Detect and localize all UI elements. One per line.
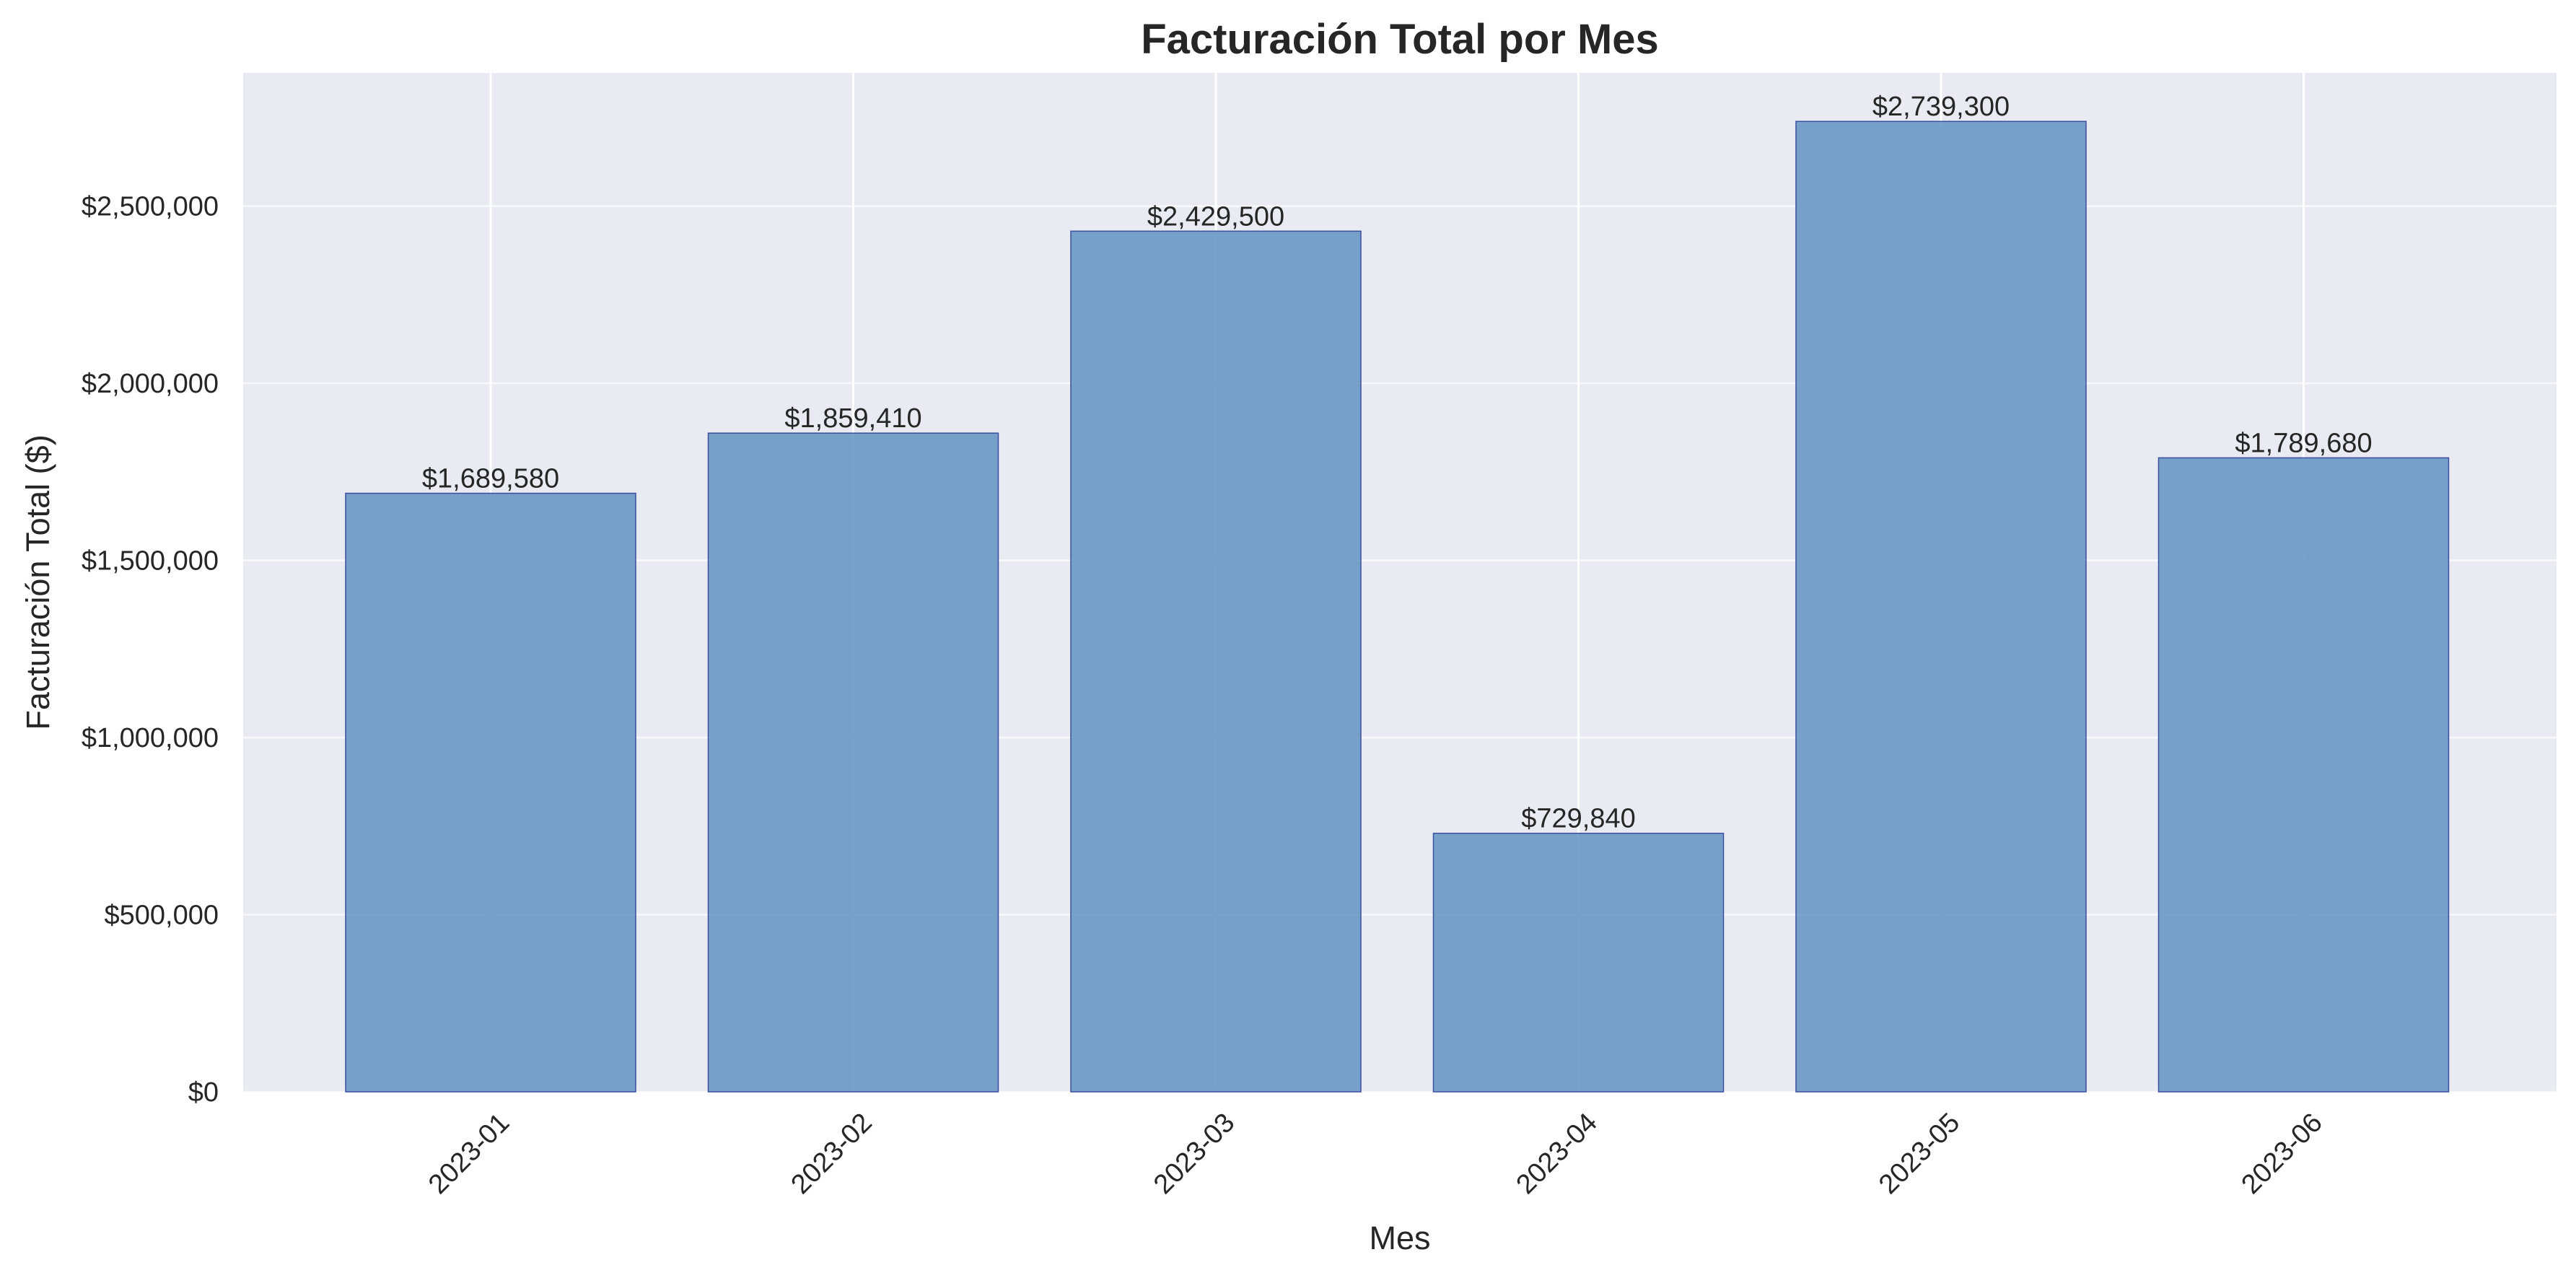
y-tick-label: $2,000,000 — [82, 369, 219, 399]
y-tick-label: $1,500,000 — [82, 546, 219, 577]
x-tick-label: 2023-03 — [1148, 1108, 1240, 1200]
bars — [345, 121, 2450, 1093]
bar-2023-02 — [707, 432, 999, 1093]
x-tick-label: 2023-02 — [786, 1108, 878, 1200]
data-label-2023-02: $1,859,410 — [784, 403, 921, 434]
bar-2023-06 — [2157, 457, 2450, 1093]
x-axis-label: Mes — [1369, 1220, 1430, 1256]
y-axis-label: Facturación Total ($) — [19, 434, 56, 730]
x-tick-label: 2023-06 — [2236, 1108, 2329, 1200]
bar-2023-01 — [345, 492, 636, 1093]
bar-2023-04 — [1432, 832, 1725, 1093]
x-axis-ticks: 2023-01 2023-02 2023-03 2023-04 2023-05 2023-… — [423, 1108, 2329, 1200]
x-tick-label: 2023-01 — [423, 1108, 515, 1200]
y-tick-label: $0 — [188, 1077, 219, 1108]
data-label-2023-01: $1,689,580 — [422, 464, 559, 494]
data-label-2023-06: $1,789,680 — [2235, 428, 2372, 458]
data-labels: $1,689,580 $1,859,410 $2,429,500 $729,840 $2… — [422, 92, 2373, 833]
y-tick-label: $500,000 — [105, 901, 219, 931]
data-label-2023-03: $2,429,500 — [1147, 201, 1284, 232]
y-axis-ticks: $0 $500,000 $1,000,000 $1,500,000 $2,000,000… — [82, 192, 219, 1108]
chart-title: Facturación Total por Mes — [1141, 16, 1659, 63]
x-tick-label: 2023-04 — [1511, 1108, 1603, 1200]
bar-2023-05 — [1795, 121, 2087, 1093]
data-label-2023-05: $2,739,300 — [1872, 92, 2010, 122]
bar-2023-03 — [1070, 230, 1362, 1093]
x-tick-label: 2023-05 — [1873, 1108, 1966, 1200]
y-tick-label: $1,000,000 — [82, 723, 219, 753]
y-tick-label: $2,500,000 — [82, 192, 219, 222]
data-label-2023-04: $729,840 — [1521, 804, 1636, 834]
